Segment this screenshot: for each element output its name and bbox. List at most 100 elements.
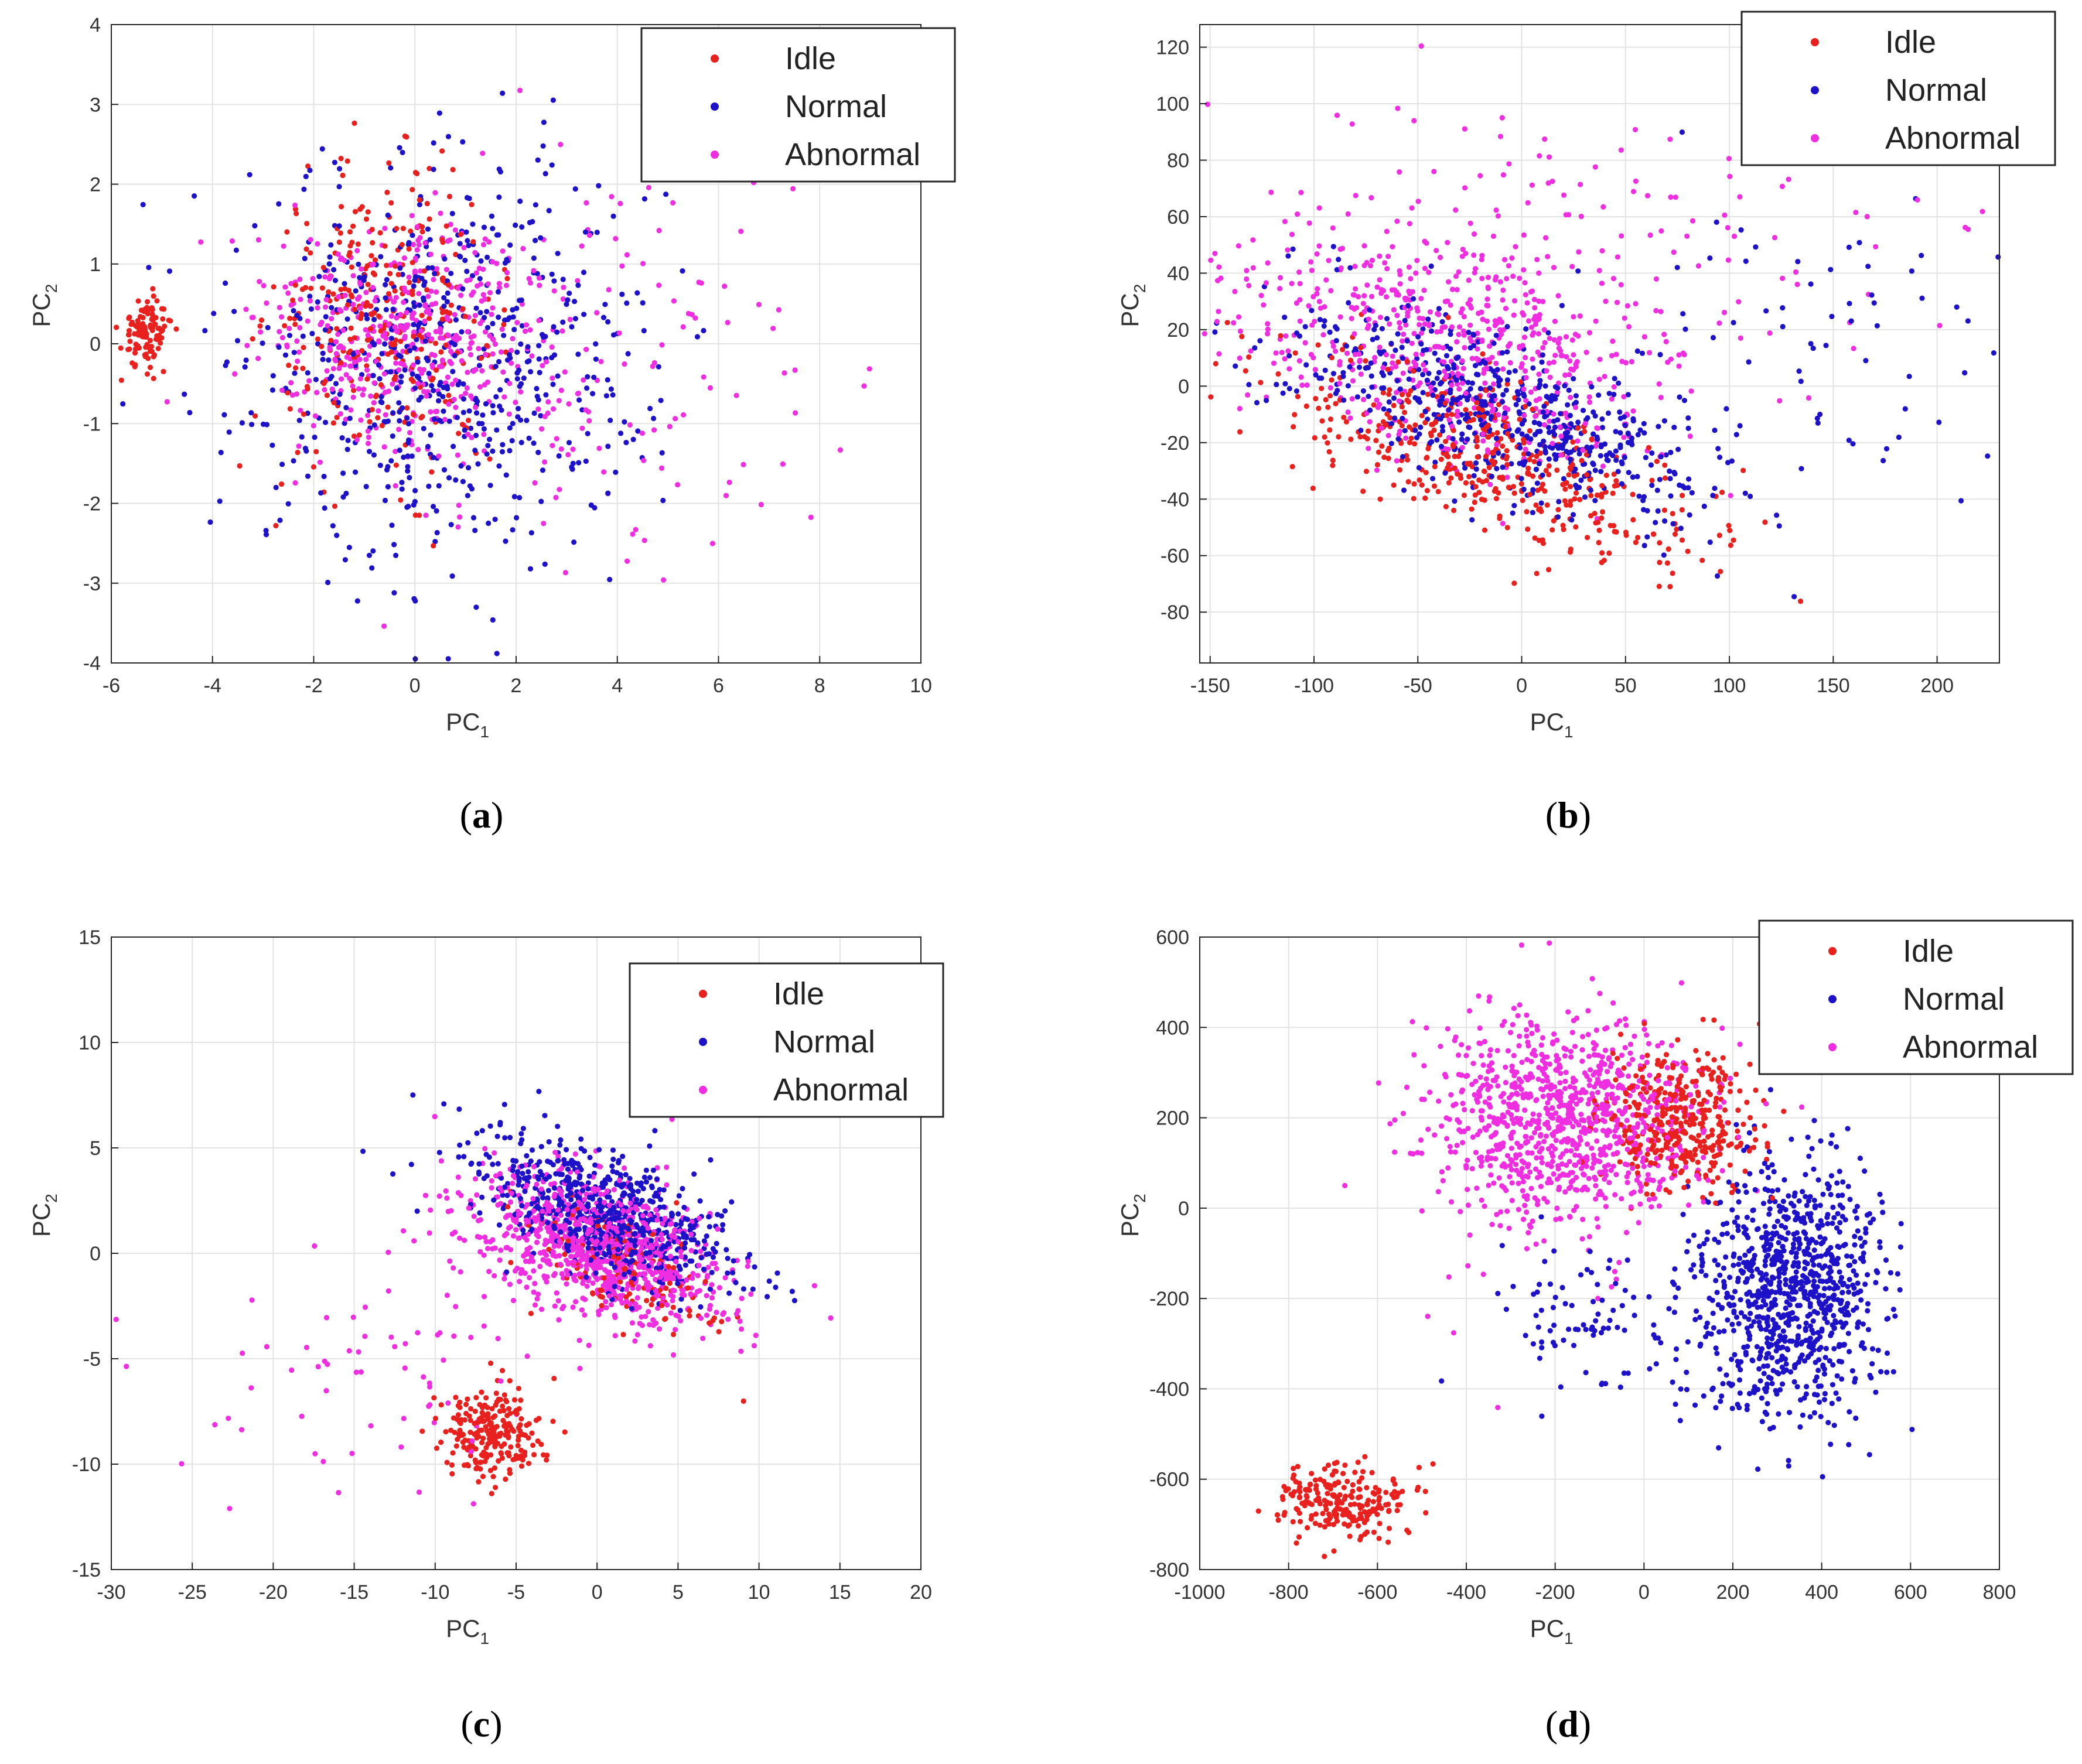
point-abnormal <box>538 1221 544 1228</box>
point-abnormal <box>543 359 549 365</box>
point-idle <box>125 332 132 338</box>
point-abnormal <box>551 1273 557 1278</box>
point-normal <box>493 394 499 400</box>
point-abnormal <box>1480 316 1486 322</box>
point-idle <box>1531 459 1537 464</box>
point-normal <box>1524 433 1530 439</box>
point-normal <box>1551 418 1557 424</box>
point-abnormal <box>323 297 329 303</box>
point-idle <box>410 378 417 384</box>
point-normal <box>1558 411 1564 416</box>
y-tick-label: 20 <box>1167 319 1189 341</box>
point-idle <box>1445 465 1450 471</box>
point-abnormal <box>559 1271 565 1277</box>
point-abnormal <box>1551 337 1557 343</box>
point-normal <box>1436 370 1442 375</box>
point-abnormal <box>1367 263 1374 269</box>
point-idle <box>1657 540 1663 546</box>
point-normal <box>531 440 537 446</box>
point-abnormal <box>1268 189 1274 195</box>
point-abnormal <box>1575 438 1581 444</box>
point-normal <box>390 1171 396 1177</box>
point-abnormal <box>354 248 360 254</box>
point-normal <box>623 1172 629 1178</box>
point-normal <box>233 247 239 253</box>
point-abnormal <box>758 501 764 508</box>
point-idle <box>1469 480 1475 486</box>
point-normal <box>371 342 377 348</box>
point-abnormal <box>1446 417 1452 423</box>
point-abnormal <box>1215 278 1221 283</box>
point-normal <box>1516 397 1521 403</box>
point-normal <box>460 396 467 402</box>
point-normal <box>383 295 388 301</box>
point-normal <box>334 532 340 538</box>
point-abnormal <box>357 281 363 287</box>
point-idle <box>538 1441 544 1447</box>
point-abnormal <box>499 326 505 332</box>
point-idle <box>379 423 385 429</box>
point-abnormal <box>467 352 474 358</box>
point-normal <box>486 520 492 527</box>
point-abnormal <box>1352 264 1358 269</box>
point-abnormal <box>394 315 400 321</box>
point-normal <box>576 460 582 466</box>
point-abnormal <box>394 329 400 335</box>
point-idle <box>515 1442 521 1448</box>
point-idle <box>1386 391 1392 397</box>
point-abnormal <box>507 1281 513 1287</box>
point-normal <box>1523 326 1529 332</box>
point-abnormal <box>444 1195 450 1201</box>
point-normal <box>698 1304 704 1310</box>
point-abnormal <box>675 1314 681 1319</box>
point-abnormal <box>1349 121 1355 127</box>
legend-marker-normal <box>711 102 719 111</box>
point-idle <box>1511 580 1517 586</box>
point-abnormal <box>1737 194 1743 200</box>
point-normal <box>456 1154 462 1160</box>
point-abnormal <box>363 289 369 295</box>
point-normal <box>585 430 591 437</box>
point-normal <box>1795 259 1801 265</box>
point-abnormal <box>1461 332 1467 338</box>
point-normal <box>1521 486 1527 493</box>
point-idle <box>290 297 296 303</box>
point-normal <box>1576 484 1582 490</box>
point-normal <box>1679 129 1685 135</box>
point-normal <box>276 344 282 350</box>
point-normal <box>472 447 478 453</box>
point-abnormal <box>370 285 376 290</box>
point-abnormal <box>1405 313 1411 319</box>
point-idle <box>440 240 446 245</box>
point-normal <box>444 299 450 305</box>
point-abnormal <box>472 1176 479 1182</box>
point-abnormal <box>489 1246 496 1252</box>
point-idle <box>363 216 370 222</box>
point-normal <box>710 1254 716 1260</box>
point-idle <box>1291 424 1296 430</box>
point-normal <box>385 484 391 490</box>
point-normal <box>487 483 493 488</box>
point-abnormal <box>603 1305 609 1311</box>
point-normal <box>1542 444 1548 450</box>
point-normal <box>1406 376 1412 382</box>
point-idle <box>1569 462 1575 468</box>
point-idle <box>1568 498 1574 504</box>
point-abnormal <box>337 257 344 262</box>
point-normal <box>658 398 664 404</box>
point-normal <box>1212 329 1218 335</box>
point-normal <box>621 1271 627 1277</box>
point-normal <box>441 408 446 414</box>
point-normal <box>1637 427 1643 433</box>
point-normal <box>1480 402 1486 408</box>
point-abnormal <box>1382 260 1388 266</box>
point-normal <box>750 1286 756 1292</box>
point-idle <box>500 1417 506 1424</box>
point-abnormal <box>1647 350 1653 355</box>
point-abnormal <box>1680 350 1686 356</box>
point-normal <box>1629 439 1634 445</box>
point-abnormal <box>1547 374 1553 380</box>
point-idle <box>1484 424 1490 430</box>
point-idle <box>304 221 310 227</box>
point-normal <box>1345 383 1351 389</box>
